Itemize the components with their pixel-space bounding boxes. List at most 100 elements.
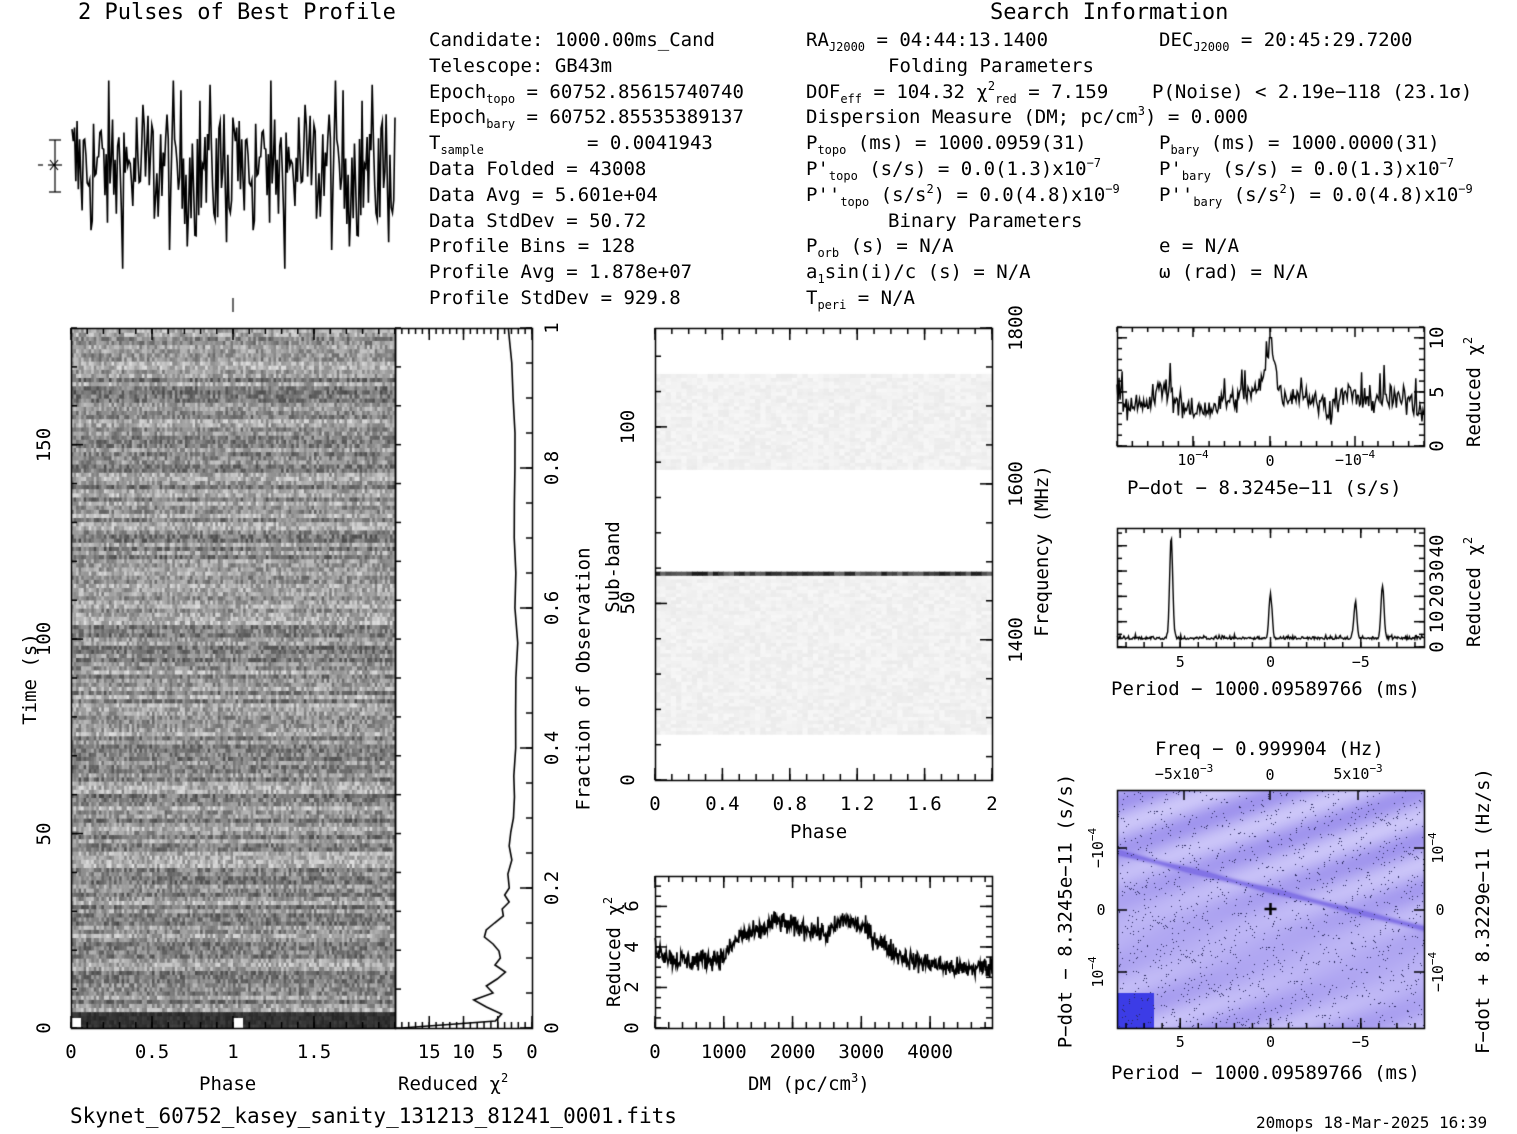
pdot-xlabel: P−dot − 8.3245e−11 (s/s) bbox=[1127, 477, 1402, 499]
ppdot-ytick: 0 bbox=[1096, 901, 1106, 919]
ppdot-xtick: 0 bbox=[1265, 1033, 1276, 1051]
ppdot-x2tick: 5x10−3 bbox=[1333, 762, 1383, 783]
period-ytick: 20 bbox=[1426, 584, 1448, 608]
ppdot-title: Freq − 0.999904 (Hz) bbox=[1155, 738, 1384, 760]
chi2-time-ytick: 0.6 bbox=[541, 590, 563, 626]
subband-xtick: 0 bbox=[649, 793, 661, 815]
subband-ytick: 0 bbox=[617, 774, 639, 786]
time-phase-xtick: 1 bbox=[227, 1041, 239, 1063]
time-phase-xtick: 0.5 bbox=[134, 1041, 170, 1063]
subband-xtick: 1.6 bbox=[907, 793, 942, 815]
ppdot-y2label: F−dot + 8.3229e−11 (Hz/s) bbox=[1471, 768, 1494, 1054]
pddbary-line: P''bary (s/s2) = 0.0(4.8)x10−9 bbox=[1159, 182, 1473, 209]
ppdot-ytick: 10−4 bbox=[1086, 956, 1107, 988]
period-ylabel: Reduced χ2 bbox=[1461, 536, 1486, 648]
ppdot-y2tick: 0 bbox=[1435, 901, 1445, 919]
data-folded-line: Data Folded = 43008 bbox=[429, 158, 647, 180]
pdot-xtick: 0 bbox=[1265, 452, 1275, 470]
candidate-line: Candidate: 1000.00ms_Cand bbox=[429, 29, 715, 51]
tperi-line: Tperi = N/A bbox=[806, 287, 915, 312]
binary-header: Binary Parameters bbox=[888, 210, 1083, 232]
period-ytick: 30 bbox=[1426, 559, 1448, 583]
frequency-ytick: 1800 bbox=[1005, 305, 1027, 351]
chi2-time-ytick: 0 bbox=[541, 1022, 563, 1034]
dm-ytick: 6 bbox=[621, 900, 643, 913]
time-phase-ytick: 150 bbox=[33, 427, 55, 462]
pdot-xtick: 10−4 bbox=[1177, 448, 1209, 469]
a1-line: a1sin(i)/c (s) = N/A bbox=[806, 261, 1031, 286]
omega-line: ω (rad) = N/A bbox=[1159, 261, 1308, 283]
period-xlabel: Period − 1000.09589766 (ms) bbox=[1111, 678, 1420, 700]
pdot-ytick: 5 bbox=[1426, 386, 1448, 398]
ppdot-y2tick: 10−4 bbox=[1426, 832, 1447, 864]
epoch-bary-line: Epochbary = 60752.85535389137 bbox=[429, 106, 744, 131]
subband-ytick: 50 bbox=[617, 591, 639, 615]
dm-xtick: 0 bbox=[649, 1041, 661, 1063]
time-phase-ytick: 100 bbox=[33, 621, 55, 657]
search-info-title: Search Information bbox=[990, 0, 1229, 25]
dm-ytick: 2 bbox=[621, 981, 643, 994]
pdot-ytick: 0 bbox=[1426, 440, 1448, 452]
tsample-value: = 0.0041943 bbox=[587, 132, 713, 154]
timestamp: 20mops 18-Mar-2025 16:39 bbox=[1256, 1113, 1488, 1132]
time-phase-xlabel: Phase bbox=[199, 1073, 257, 1095]
period-xtick: 5 bbox=[1175, 653, 1185, 671]
dm-xlabel: DM (pc/cm3) bbox=[748, 1071, 870, 1095]
ppdot-xlabel: Period − 1000.09589766 (ms) bbox=[1111, 1062, 1420, 1084]
profile-avg-line: Profile Avg = 1.878e+07 bbox=[429, 261, 693, 283]
ppdot-xtick: 5 bbox=[1175, 1033, 1185, 1051]
pddtopo-line: P''topo (s/s2) = 0.0(4.8)x10−9 bbox=[806, 182, 1120, 209]
ppdot-x2tick: 0 bbox=[1265, 766, 1275, 784]
profile-bins-line: Profile Bins = 128 bbox=[429, 235, 635, 257]
frequency-ytick: 1600 bbox=[1005, 460, 1027, 507]
dm-xtick: 3000 bbox=[838, 1041, 885, 1063]
period-ytick: 40 bbox=[1426, 534, 1448, 558]
filename: Skynet_60752_kasey_sanity_131213_81241_0… bbox=[70, 1104, 677, 1128]
subband-xtick: 0.4 bbox=[705, 793, 740, 815]
ppdot-x2tick: −5x10−3 bbox=[1154, 762, 1214, 783]
data-avg-line: Data Avg = 5.601e+04 bbox=[429, 184, 658, 206]
time-phase-ytick: 0 bbox=[33, 1022, 55, 1034]
chi2-time-xtick: 5 bbox=[492, 1041, 504, 1063]
subband-xtick: 0.8 bbox=[772, 793, 807, 815]
chi2-time-xtick: 15 bbox=[417, 1041, 441, 1063]
chi2-time-ytick: 0.2 bbox=[541, 870, 563, 906]
dm-xtick: 4000 bbox=[907, 1041, 953, 1063]
profile-stddev-line: Profile StdDev = 929.8 bbox=[429, 287, 681, 309]
dm-ytick: 4 bbox=[621, 941, 643, 953]
ppdot-ytick: −10−4 bbox=[1086, 827, 1107, 869]
time-phase-xtick: 1.5 bbox=[296, 1041, 332, 1063]
time-phase-xtick: 0 bbox=[65, 1041, 77, 1063]
tsample-line: Tsample bbox=[429, 132, 484, 157]
dm-line: Dispersion Measure (DM; pc/cm3) = 0.000 bbox=[806, 104, 1248, 128]
subband-xlabel: Phase bbox=[790, 821, 848, 843]
period-xtick: −5 bbox=[1351, 653, 1370, 671]
pnoise-line: P(Noise) < 2.19e−118 (23.1σ) bbox=[1152, 81, 1473, 103]
ra-line: RAJ2000 = 04:44:13.1400 bbox=[806, 29, 1049, 54]
subband-xtick: 1.2 bbox=[840, 793, 875, 815]
telescope-line: Telescope: GB43m bbox=[429, 55, 613, 77]
pdtopo-line: P'topo (s/s) = 0.0(1.3)x10−7 bbox=[806, 156, 1102, 183]
dof-line: DOFeff = 104.32 χ2red = 7.159 bbox=[806, 79, 1109, 106]
pdot-xtick: −10−4 bbox=[1334, 448, 1376, 469]
pbary-line: Pbary (ms) = 1000.0000(31) bbox=[1159, 132, 1440, 157]
chi2-time-xtick: 0 bbox=[526, 1041, 538, 1063]
profile-title: 2 Pulses of Best Profile bbox=[78, 0, 396, 25]
porb-line: Porb (s) = N/A bbox=[806, 235, 954, 260]
chi2-time-ytick: 0.8 bbox=[541, 450, 563, 486]
epoch-topo-line: Epochtopo = 60752.85615740740 bbox=[429, 81, 744, 106]
ppdot-xtick: −5 bbox=[1351, 1033, 1370, 1051]
dec-line: DECJ2000 = 20:45:29.7200 bbox=[1159, 29, 1413, 54]
subband-xtick: 2 bbox=[986, 793, 998, 815]
chi2-time-ytick: 1 bbox=[541, 322, 563, 334]
dm-xtick: 2000 bbox=[769, 1041, 816, 1063]
ptopo-line: Ptopo (ms) = 1000.0959(31) bbox=[806, 132, 1087, 157]
dm-ytick: 0 bbox=[621, 1022, 643, 1034]
subband-ytick: 100 bbox=[617, 409, 639, 445]
pdbary-line: P'bary (s/s) = 0.0(1.3)x10−7 bbox=[1159, 156, 1455, 183]
chi2-time-xtick: 10 bbox=[452, 1041, 475, 1063]
data-stddev-line: Data StdDev = 50.72 bbox=[429, 210, 647, 232]
period-xtick: 0 bbox=[1265, 653, 1276, 671]
chi2-time-ylabel: Fraction of Observation bbox=[572, 547, 595, 811]
